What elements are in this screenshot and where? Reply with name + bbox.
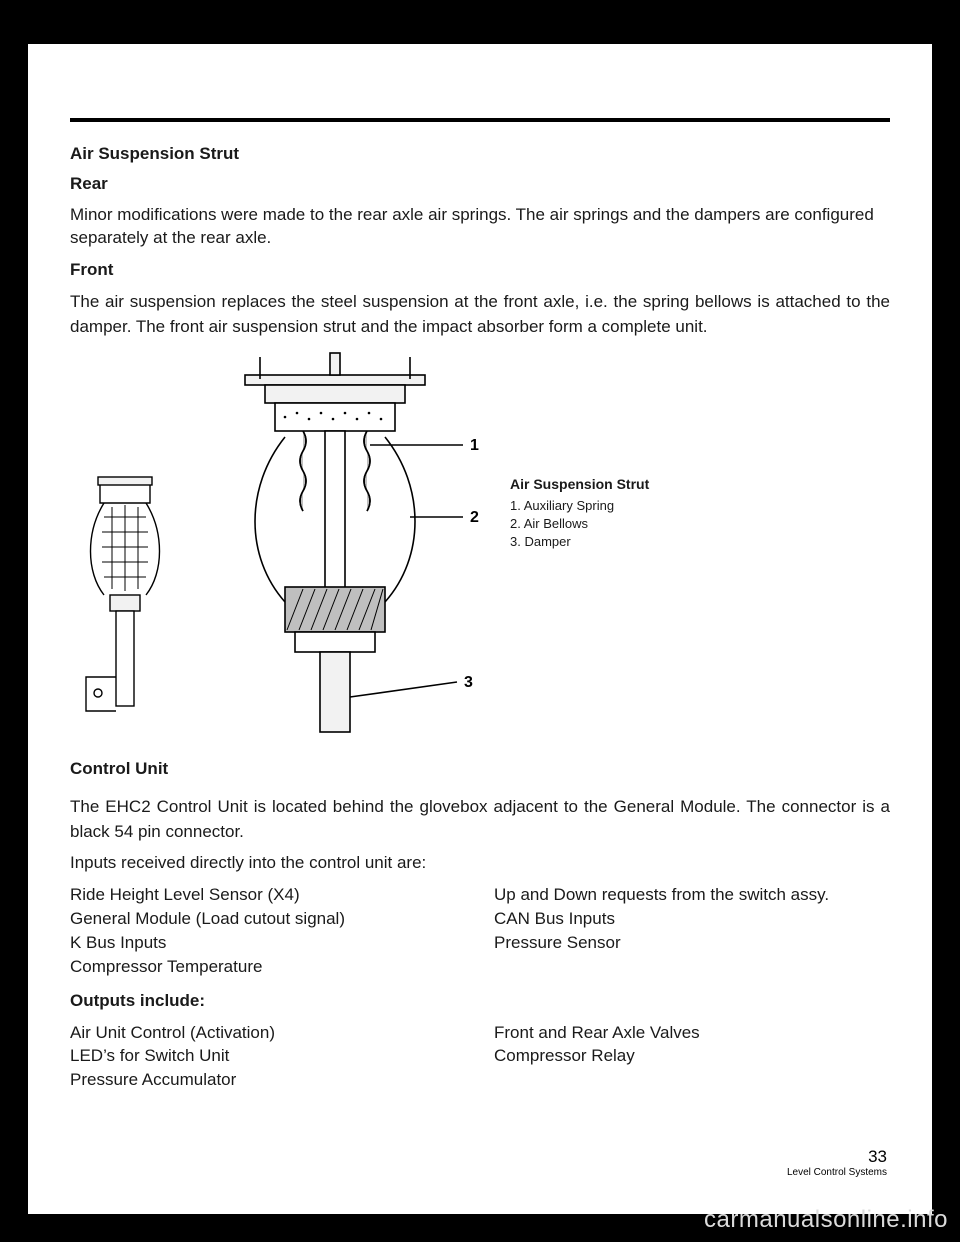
- callout-3: 3: [464, 674, 473, 691]
- figure-caption-item-2: 2. Air Bellows: [510, 515, 649, 533]
- rear-heading: Rear: [70, 174, 890, 194]
- figure-caption-item-1: 1. Auxiliary Spring: [510, 497, 649, 515]
- inputs-right: Up and Down requests from the switch ass…: [494, 883, 890, 978]
- callout-1: 1: [470, 437, 479, 454]
- figure-caption-title: Air Suspension Strut: [510, 475, 649, 495]
- outputs-right: Front and Rear Axle Valves Compressor Re…: [494, 1021, 890, 1092]
- page-number: 33: [787, 1147, 887, 1167]
- rear-paragraph: Minor modifications were made to the rea…: [70, 204, 890, 250]
- control-unit-heading: Control Unit: [70, 759, 890, 779]
- figure-caption-item-3: 3. Damper: [510, 533, 649, 551]
- footer-title: Level Control Systems: [787, 1167, 887, 1178]
- figure-caption: Air Suspension Strut 1. Auxiliary Spring…: [510, 475, 649, 551]
- inputs-left: Ride Height Level Sensor (X4) General Mo…: [70, 883, 466, 978]
- outputs-heading: Outputs include:: [70, 991, 890, 1011]
- front-heading: Front: [70, 260, 890, 280]
- content-area: Air Suspension Strut Rear Minor modifica…: [70, 144, 890, 1092]
- title: Air Suspension Strut: [70, 144, 890, 164]
- outputs-columns: Air Unit Control (Activation) LED’s for …: [70, 1021, 890, 1092]
- front-paragraph: The air suspension replaces the steel su…: [70, 290, 890, 339]
- page: Air Suspension Strut Rear Minor modifica…: [28, 44, 932, 1214]
- control-unit-p1: The EHC2 Control Unit is located behind …: [70, 795, 890, 844]
- inputs-columns: Ride Height Level Sensor (X4) General Mo…: [70, 883, 890, 978]
- figure-area: 1 2 3: [70, 347, 890, 747]
- page-footer: 33 Level Control Systems: [787, 1147, 887, 1178]
- control-unit-p2: Inputs received directly into the contro…: [70, 852, 890, 875]
- watermark: carmanualsonline.info: [704, 1206, 948, 1234]
- outputs-left: Air Unit Control (Activation) LED’s for …: [70, 1021, 466, 1092]
- strut-diagram: 1 2 3: [70, 347, 500, 747]
- header-rule: [70, 118, 890, 122]
- callout-2: 2: [470, 509, 479, 526]
